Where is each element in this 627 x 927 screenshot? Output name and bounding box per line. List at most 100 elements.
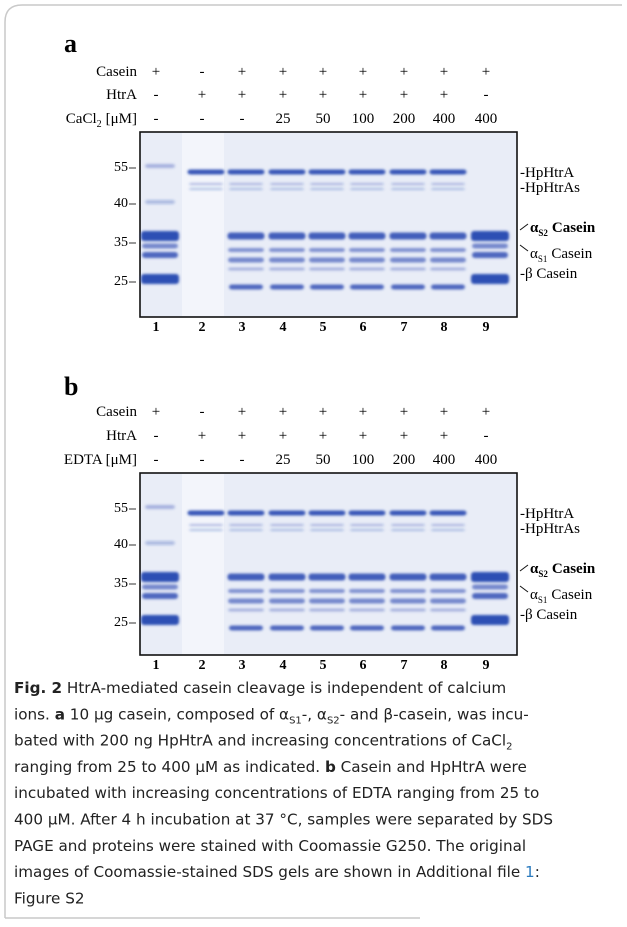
gel-band — [389, 573, 427, 581]
gel-band — [229, 524, 263, 526]
gel-band — [431, 529, 465, 531]
label-text: -HpHtrAs — [520, 521, 580, 537]
row-cell: - — [240, 111, 245, 127]
gel-band — [431, 625, 465, 631]
row-label: Casein — [96, 64, 137, 80]
lane-number: 9 — [483, 658, 490, 673]
caption-text: 10 μg casein, composed of α — [65, 705, 289, 723]
caption-text: ranging from 25 to 400 μM as indicated. — [14, 758, 325, 776]
gel-bands — [141, 505, 509, 631]
label-sub: S2 — [538, 569, 548, 579]
gel-band — [142, 584, 178, 590]
gel-band — [348, 169, 386, 175]
gel-band — [187, 169, 225, 175]
row-cell: 400 — [433, 452, 456, 468]
gel-band — [228, 589, 264, 593]
gel-band — [308, 232, 346, 240]
caption-text: PAGE and proteins were stained with Coom… — [14, 837, 526, 855]
band-pointer — [519, 223, 529, 231]
caption-link[interactable]: 1 — [525, 863, 535, 881]
row-cell: + — [400, 64, 408, 80]
label-text: CaCl — [66, 111, 97, 127]
gel-band — [309, 248, 345, 252]
gel-band — [270, 183, 304, 185]
caption-text: : — [535, 863, 540, 881]
gel-band — [228, 608, 264, 612]
row-cell: + — [482, 404, 490, 420]
gel-band — [142, 243, 178, 249]
row-cell: - — [200, 111, 205, 127]
lane-number: 1 — [153, 658, 160, 673]
gel-band — [431, 183, 465, 185]
band-pointer — [519, 244, 529, 252]
gel-band — [430, 248, 466, 252]
gel-band — [429, 573, 467, 581]
row-cell: + — [279, 404, 287, 420]
label-sub: S2 — [538, 228, 548, 238]
label-sub: S1 — [538, 595, 548, 605]
gel-clear — [182, 474, 224, 654]
gel-band — [309, 589, 345, 593]
caption-text: incubated with increasing concentrations… — [14, 784, 539, 802]
gel-band — [389, 232, 427, 240]
gel-band — [228, 267, 264, 271]
row-cell: + — [359, 87, 367, 103]
gel-band — [390, 257, 426, 263]
caption-text: 2 — [506, 742, 512, 753]
gel-band — [270, 529, 304, 531]
gel-band — [268, 510, 306, 516]
gel-band — [310, 529, 344, 531]
row-cell: 200 — [393, 452, 416, 468]
lane-number: 3 — [239, 320, 246, 335]
gel-band — [310, 625, 344, 631]
band-label: αS2 Casein — [530, 220, 596, 238]
gel-band — [431, 284, 465, 290]
row-cell: - — [200, 452, 205, 468]
label-text: -β Casein — [520, 607, 578, 623]
gel-band — [228, 257, 264, 263]
gel-band — [227, 573, 265, 581]
row-cell: + — [400, 87, 408, 103]
row-label: HtrA — [106, 428, 137, 444]
gel-band — [430, 267, 466, 271]
label-suffix: Casein — [551, 587, 592, 603]
band-label: αS1 Casein — [530, 587, 593, 605]
band-pointer — [519, 564, 529, 572]
gel-band — [228, 248, 264, 252]
gel-band — [309, 267, 345, 271]
marker-label: 35 — [114, 576, 128, 591]
gel-band — [269, 589, 305, 593]
band-label: αS2 Casein — [530, 561, 596, 579]
gel-band — [268, 232, 306, 240]
row-cell: + — [482, 64, 490, 80]
row-cell: + — [319, 428, 327, 444]
gel-band — [310, 524, 344, 526]
gel-bands — [141, 164, 509, 290]
gel-band — [391, 529, 425, 531]
gel-band — [269, 257, 305, 263]
gel-band — [141, 274, 179, 284]
gel-band — [391, 524, 425, 526]
row-cell: - — [154, 428, 159, 444]
band-label: -HpHtrAs — [520, 521, 580, 537]
row-label: Casein — [96, 404, 137, 420]
row-cell: + — [319, 64, 327, 80]
gel-band — [430, 608, 466, 612]
row-cell: + — [152, 404, 160, 420]
gel-band — [472, 584, 508, 590]
row-cell: + — [359, 428, 367, 444]
row-cell: + — [319, 404, 327, 420]
gel-band — [228, 598, 264, 604]
label-text: Casein — [96, 64, 137, 80]
caption-text: ions. — [14, 705, 55, 723]
gel-band — [309, 598, 345, 604]
label-text: Casein — [96, 404, 137, 420]
gel-band — [145, 164, 175, 168]
lane-number: 2 — [199, 658, 206, 673]
gel-band — [308, 169, 346, 175]
gel-band — [391, 284, 425, 290]
gel-band — [189, 188, 223, 190]
band-pointer — [519, 585, 529, 593]
label-text: -HpHtrAs — [520, 180, 580, 196]
